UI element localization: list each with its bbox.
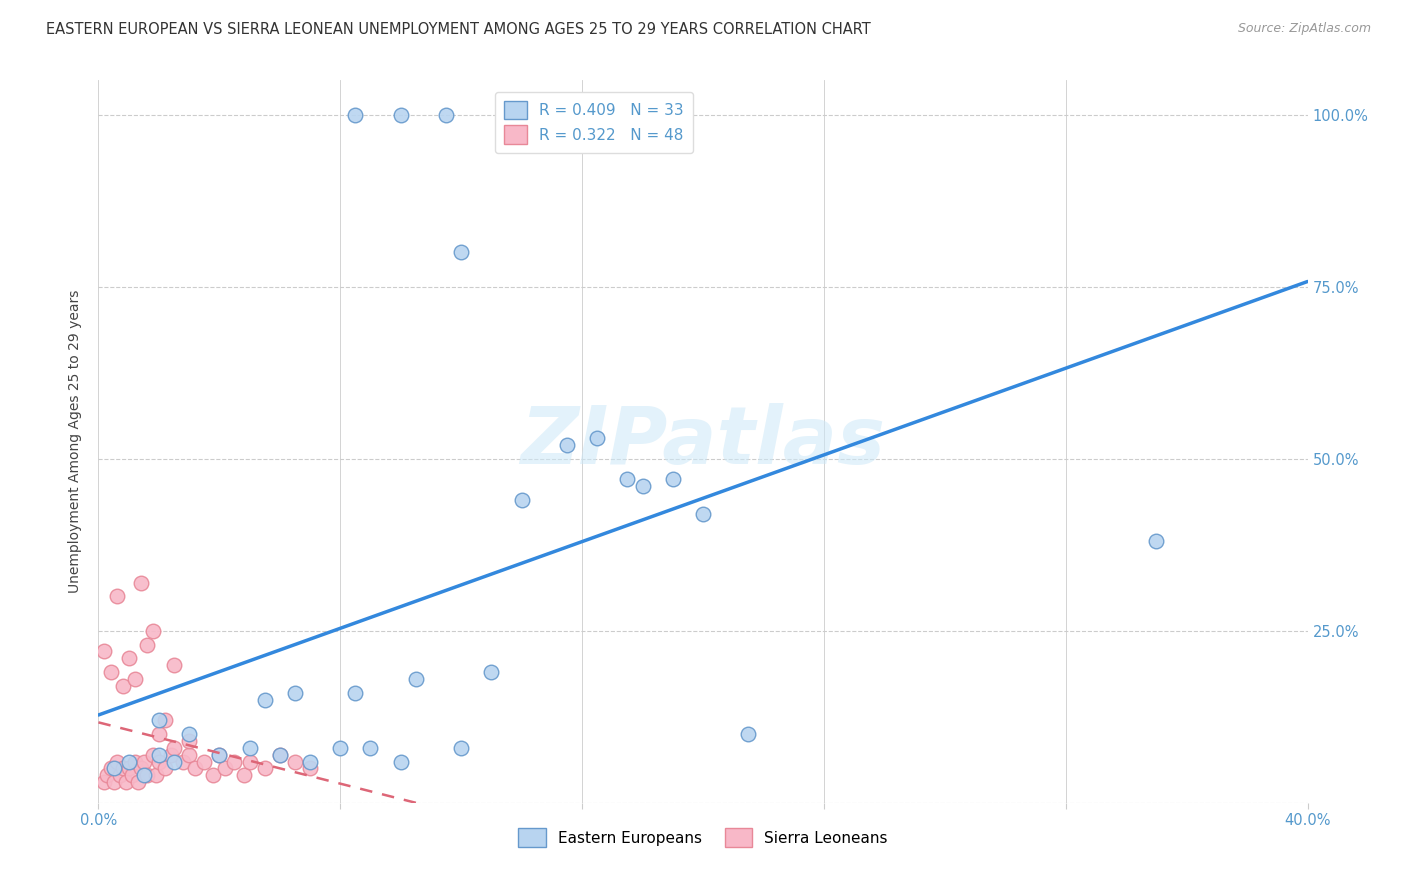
Point	[299, 755, 322, 769]
Point	[179, 734, 201, 748]
Point	[510, 493, 533, 508]
Point	[450, 245, 472, 260]
Point	[481, 665, 503, 679]
Point	[163, 755, 186, 769]
Point	[124, 755, 146, 769]
Legend: Eastern Europeans, Sierra Leoneans: Eastern Europeans, Sierra Leoneans	[512, 822, 894, 853]
Point	[737, 727, 759, 741]
Point	[124, 672, 146, 686]
Point	[172, 755, 194, 769]
Text: ZIPatlas: ZIPatlas	[520, 402, 886, 481]
Point	[129, 761, 152, 775]
Point	[135, 768, 157, 782]
Point	[111, 761, 134, 775]
Point	[163, 740, 186, 755]
Point	[142, 624, 165, 638]
Point	[239, 755, 262, 769]
Point	[284, 686, 307, 700]
Point	[129, 575, 152, 590]
Point	[108, 768, 131, 782]
Point	[111, 679, 134, 693]
Point	[586, 431, 609, 445]
Point	[179, 727, 201, 741]
Point	[132, 755, 155, 769]
Point	[555, 438, 578, 452]
Point	[631, 479, 654, 493]
Point	[105, 755, 128, 769]
Point	[450, 740, 472, 755]
Point	[224, 755, 246, 769]
Point	[202, 768, 225, 782]
Point	[163, 658, 186, 673]
Point	[103, 775, 125, 789]
Point	[148, 747, 170, 762]
Point	[269, 747, 291, 762]
Point	[284, 755, 307, 769]
Point	[208, 747, 231, 762]
Point	[269, 747, 291, 762]
Point	[100, 761, 122, 775]
Point	[232, 768, 254, 782]
Point	[105, 590, 128, 604]
Point	[299, 761, 322, 775]
Point	[179, 747, 201, 762]
Point	[118, 651, 141, 665]
Text: Source: ZipAtlas.com: Source: ZipAtlas.com	[1237, 22, 1371, 36]
Point	[145, 768, 167, 782]
Point	[360, 740, 382, 755]
Point	[100, 665, 122, 679]
Point	[93, 644, 115, 658]
Point	[661, 472, 683, 486]
Point	[405, 672, 427, 686]
Point	[142, 747, 165, 762]
Point	[96, 768, 118, 782]
Point	[329, 740, 352, 755]
Point	[1144, 534, 1167, 549]
Point	[389, 108, 412, 122]
Point	[434, 108, 457, 122]
Point	[616, 472, 638, 486]
Point	[253, 761, 276, 775]
Point	[208, 747, 231, 762]
Point	[148, 727, 170, 741]
Point	[184, 761, 207, 775]
Point	[148, 713, 170, 727]
Point	[153, 713, 176, 727]
Point	[153, 761, 176, 775]
Point	[389, 755, 412, 769]
Point	[344, 108, 367, 122]
Point	[344, 686, 367, 700]
Y-axis label: Unemployment Among Ages 25 to 29 years: Unemployment Among Ages 25 to 29 years	[69, 290, 83, 593]
Point	[118, 755, 141, 769]
Point	[118, 761, 141, 775]
Point	[114, 775, 136, 789]
Point	[121, 768, 143, 782]
Point	[127, 775, 149, 789]
Text: EASTERN EUROPEAN VS SIERRA LEONEAN UNEMPLOYMENT AMONG AGES 25 TO 29 YEARS CORREL: EASTERN EUROPEAN VS SIERRA LEONEAN UNEMP…	[46, 22, 872, 37]
Point	[239, 740, 262, 755]
Point	[135, 638, 157, 652]
Point	[132, 768, 155, 782]
Point	[214, 761, 236, 775]
Point	[193, 755, 215, 769]
Point	[253, 692, 276, 706]
Point	[103, 761, 125, 775]
Point	[692, 507, 714, 521]
Point	[93, 775, 115, 789]
Point	[160, 747, 183, 762]
Point	[148, 755, 170, 769]
